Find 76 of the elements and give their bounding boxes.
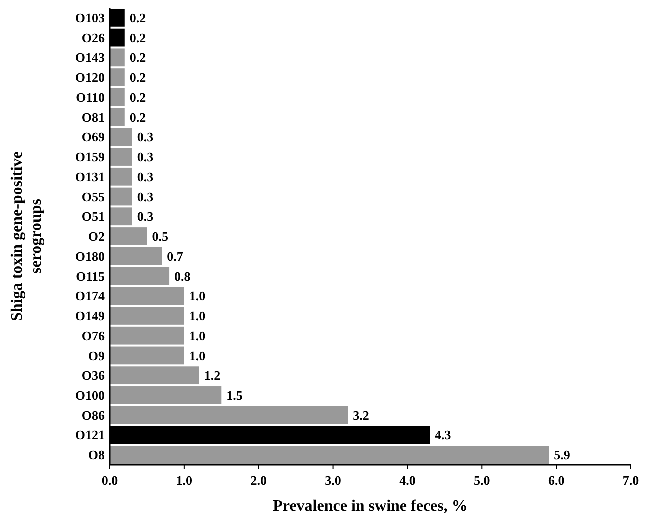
x-tick-label: 7.0 [622,473,640,488]
bar [110,188,132,206]
y-tick-label: O120 [75,70,105,86]
y-tick-label: O131 [75,169,105,184]
bar [110,406,348,424]
x-tick-label: 4.0 [400,473,416,488]
data-label: 1.0 [189,348,206,364]
data-label: 1.2 [204,368,221,384]
bar [110,48,125,67]
y-tick-label: O76 [82,328,106,344]
data-label: 3.2 [353,408,370,423]
data-label: 0.2 [130,70,146,86]
bar [110,287,184,306]
bar [110,108,125,126]
y-tick-label: O174 [75,288,106,304]
y-tick-label: O26 [82,30,106,46]
x-tick-label: 3.0 [325,473,342,488]
y-tick-label: O115 [76,268,106,284]
bar [110,228,148,246]
data-label: 1.0 [189,328,206,344]
x-tick-label: 1.0 [176,473,193,488]
data-label: 0.2 [130,110,146,125]
bar [110,208,132,226]
data-label: 1.0 [189,288,206,304]
y-tick-label: O55 [82,189,106,204]
x-axis-title: Prevalence in swine feces, % [273,498,468,515]
y-tick-label: O103 [75,10,106,26]
data-label: 4.3 [435,428,452,443]
x-tick-label: 0.0 [102,473,118,488]
bar [110,267,170,286]
bar [110,446,550,464]
data-label: 1.0 [189,308,206,324]
data-label: 0.7 [167,248,184,264]
y-axis-title: Shiga toxin gene-positive serogroups [9,152,46,322]
bar [110,247,162,266]
bar [110,128,132,146]
y-tick-label: O100 [75,388,105,404]
bar [110,307,184,325]
bar [110,168,132,186]
bar [110,326,184,345]
data-label: 0.8 [174,268,192,284]
data-label: 0.2 [130,30,146,46]
data-label: 0.3 [137,209,154,224]
bar [110,148,132,166]
y-tick-label: O121 [75,428,105,443]
data-label: 0.2 [130,10,146,26]
y-tick-label: O69 [82,130,106,145]
y-tick-label: O51 [82,209,105,224]
data-label: 0.2 [130,50,146,66]
y-tick-label: O110 [76,90,105,105]
data-label: 0.3 [137,150,154,165]
y-tick-label: O8 [88,448,106,463]
data-label: 0.3 [137,169,154,184]
bar [110,88,125,106]
y-tick-label: O149 [75,308,106,324]
y-tick-label: O159 [75,150,106,165]
data-label: 5.9 [554,448,571,463]
data-label: 0.2 [130,90,146,105]
bar [110,386,222,404]
data-label: 0.3 [137,189,154,204]
bar [110,346,184,365]
y-tick-label: O2 [88,229,105,244]
y-tick-label: O180 [75,248,105,264]
x-tick-label: 5.0 [474,473,490,488]
bar [110,68,125,86]
y-tick-label: O36 [82,368,106,384]
x-tick-label: 2.0 [250,473,267,488]
bar [110,366,200,385]
y-tick-label: O86 [82,408,106,423]
data-label: 0.3 [137,130,154,145]
data-label: 0.5 [152,229,169,244]
x-tick-label: 6.0 [548,473,565,488]
data-label: 1.5 [226,388,244,404]
y-tick-label: O143 [75,50,106,66]
y-tick-label: O81 [82,110,105,125]
y-tick-label: O9 [88,348,106,364]
